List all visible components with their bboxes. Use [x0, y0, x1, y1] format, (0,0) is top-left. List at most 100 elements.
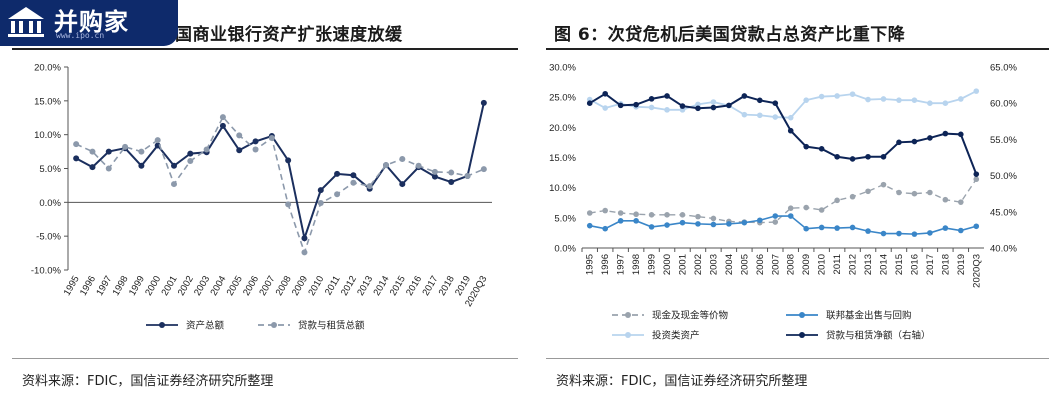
data-point: [89, 164, 96, 171]
x-tick-label: 1997: [616, 254, 627, 275]
legend-marker: [271, 322, 277, 328]
data-point: [772, 213, 779, 219]
data-point: [203, 146, 210, 153]
data-point: [617, 218, 624, 224]
data-point: [818, 224, 825, 231]
data-point: [849, 91, 856, 97]
legend-label: 投资类资产: [652, 330, 700, 342]
x-tick-label: 2012: [848, 254, 859, 275]
data-point: [787, 213, 794, 219]
x-tick-label: 2009: [801, 254, 812, 275]
x-tick-label: 2019: [956, 254, 967, 275]
building-icon: [8, 7, 44, 37]
data-point: [648, 96, 655, 102]
data-point: [741, 219, 748, 226]
x-tick-label: 2012: [339, 274, 359, 298]
data-point: [911, 138, 918, 145]
x-tick-label: 2020Q3: [971, 254, 982, 288]
legend-marker: [625, 312, 631, 318]
data-point: [849, 224, 856, 231]
y-right-tick-label: 40.0%: [990, 244, 1017, 255]
data-point: [317, 200, 324, 207]
data-point: [350, 172, 357, 179]
data-point: [171, 181, 177, 188]
data-point: [818, 207, 825, 213]
data-point: [664, 93, 670, 99]
data-point: [865, 153, 871, 160]
legend-marker: [625, 332, 631, 338]
data-point: [415, 162, 422, 169]
legend-marker: [799, 332, 805, 338]
data-point: [942, 130, 949, 137]
data-point: [89, 148, 96, 155]
y-right-tick-label: 45.0%: [990, 207, 1017, 218]
data-point: [710, 221, 717, 228]
data-point: [301, 235, 308, 242]
data-point: [285, 157, 292, 164]
legend-marker: [159, 322, 165, 328]
data-point: [741, 111, 748, 118]
legend-marker: [799, 312, 805, 318]
data-point: [334, 191, 341, 198]
data-point: [383, 162, 389, 169]
legend-label: 资产总额: [186, 320, 225, 332]
data-point: [726, 221, 732, 227]
data-point: [399, 156, 406, 163]
data-point: [586, 210, 593, 216]
data-point: [602, 207, 608, 214]
x-tick-label: 2013: [863, 254, 874, 275]
data-point: [880, 153, 887, 160]
data-point: [896, 189, 902, 196]
x-tick-label: 2010: [306, 274, 326, 298]
right-title-bar: 图 6：次贷危机后美国贷款占总资产比重下降: [546, 14, 1049, 50]
data-point: [942, 196, 949, 203]
data-point: [927, 230, 933, 236]
data-point: [911, 190, 918, 197]
data-point: [973, 171, 980, 177]
x-tick-label: 2016: [909, 254, 920, 275]
left-source-note: 资料来源：FDIC，国信证券经济研究所整理: [22, 374, 274, 389]
left-chart-title: 后美国商业银行资产扩张速度放缓: [140, 25, 403, 45]
data-point: [927, 100, 933, 106]
data-point: [865, 228, 871, 234]
data-point: [285, 201, 292, 208]
right-source-note: 资料来源：FDIC，国信证券经济研究所整理: [556, 374, 808, 389]
x-tick-label: 2009: [290, 274, 310, 298]
x-tick-label: 1998: [111, 274, 131, 298]
data-point: [431, 173, 438, 180]
data-point: [896, 139, 902, 146]
data-point: [122, 143, 129, 150]
logo-text: 并购家: [54, 8, 129, 36]
data-point: [602, 105, 608, 111]
x-tick-label: 1999: [127, 274, 147, 298]
data-point: [252, 146, 259, 153]
y-tick-label: 5.0%: [39, 164, 61, 175]
x-tick-label: 2014: [879, 254, 890, 275]
data-point: [586, 100, 593, 106]
y-tick-label: 15.0%: [34, 96, 61, 107]
x-tick-label: 2005: [225, 274, 245, 298]
data-point: [695, 105, 701, 112]
data-point: [772, 114, 779, 120]
legend-label: 联邦基金出售与回购: [826, 310, 912, 322]
data-point: [480, 166, 487, 173]
data-point: [757, 97, 763, 104]
data-point: [633, 218, 639, 224]
data-point: [648, 224, 655, 230]
data-point: [73, 155, 80, 162]
data-point: [927, 189, 933, 196]
data-point: [896, 230, 902, 237]
data-point: [942, 225, 949, 231]
data-point: [633, 211, 639, 218]
x-tick-label: 1999: [647, 254, 658, 275]
data-point: [679, 212, 686, 218]
right-chart-title: 图 6：次贷危机后美国贷款占总资产比重下降: [554, 25, 906, 45]
left-title-bar: 后美国商业银行资产扩张速度放缓: [12, 14, 518, 50]
data-point: [105, 148, 112, 155]
data-point: [73, 141, 80, 148]
data-point: [317, 187, 324, 194]
x-tick-label: 2005: [739, 254, 750, 275]
data-point: [710, 215, 717, 222]
x-tick-label: 2008: [274, 274, 294, 298]
data-point: [586, 222, 593, 229]
